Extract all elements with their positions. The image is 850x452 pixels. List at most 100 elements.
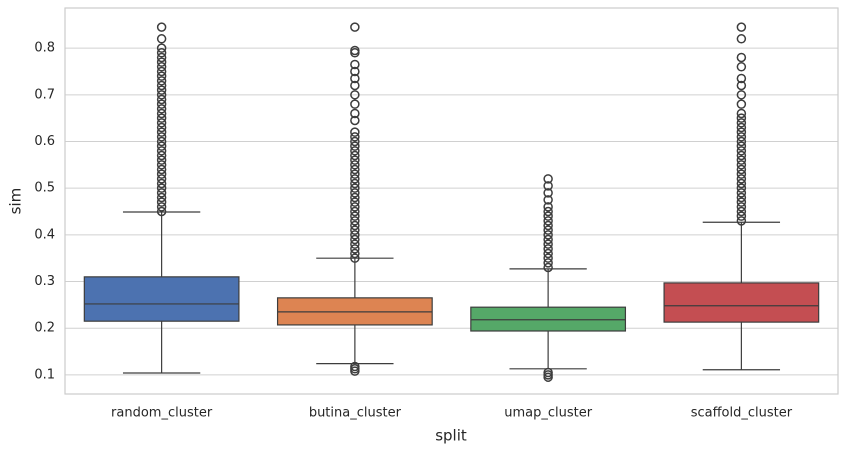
outlier [543, 195, 553, 205]
outlier [543, 174, 553, 184]
outlier [736, 146, 747, 156]
outlier [736, 52, 747, 63]
box [663, 282, 820, 323]
x-axis-label: split [435, 427, 467, 445]
outlier [350, 178, 360, 189]
y-tick-label: 0.4 [34, 227, 55, 242]
outlier [350, 146, 360, 156]
outlier [350, 216, 360, 226]
outlier [156, 85, 167, 95]
outlier [156, 132, 167, 142]
outlier [156, 108, 167, 119]
outlier [350, 239, 360, 249]
outlier [736, 164, 747, 175]
outlier [156, 178, 167, 189]
outlier [736, 113, 747, 123]
outlier [736, 73, 747, 84]
outlier [350, 169, 360, 179]
outlier [156, 174, 167, 184]
plot-frame [64, 7, 839, 395]
outlier [736, 202, 747, 212]
outlier [350, 132, 360, 142]
outlier [543, 230, 553, 240]
outlier [156, 57, 167, 67]
outlier [543, 202, 553, 212]
outlier [350, 45, 360, 56]
outlier [736, 132, 747, 142]
outlier [156, 206, 167, 217]
box [470, 306, 627, 332]
outlier [350, 59, 360, 70]
outlier [350, 225, 360, 235]
outlier [350, 206, 360, 217]
outlier [736, 99, 747, 109]
outlier [156, 192, 167, 203]
outlier [156, 202, 167, 212]
y-tick-label: 0.1 [34, 367, 55, 382]
outlier [543, 248, 553, 259]
outlier [736, 22, 747, 32]
y-tick-label: 0.3 [34, 274, 55, 289]
outlier [350, 66, 360, 77]
outlier [350, 141, 360, 151]
outlier [350, 136, 360, 147]
outlier [543, 239, 553, 249]
outlier [350, 230, 360, 240]
outlier [736, 155, 747, 165]
outlier [736, 174, 747, 184]
outlier [156, 188, 167, 198]
outlier [350, 192, 360, 203]
outlier [156, 113, 167, 123]
outlier [156, 146, 167, 156]
outlier [736, 108, 747, 119]
outlier [543, 234, 553, 245]
outlier [736, 90, 747, 100]
outlier [350, 174, 360, 184]
outlier [350, 22, 360, 32]
outlier [736, 127, 747, 137]
outlier [543, 216, 553, 226]
outlier [350, 80, 360, 91]
x-tick-label: butina_cluster [309, 406, 402, 421]
outlier [543, 211, 553, 221]
outlier [350, 244, 360, 254]
outlier [543, 206, 553, 217]
outlier [350, 73, 360, 84]
outlier [736, 197, 747, 207]
outlier [156, 136, 167, 147]
outlier [736, 62, 747, 72]
outlier [736, 206, 747, 217]
outlier [350, 234, 360, 245]
outlier [736, 122, 747, 133]
outlier [736, 188, 747, 198]
outlier [736, 141, 747, 151]
outlier [350, 99, 360, 109]
outlier [543, 253, 553, 263]
outlier [156, 169, 167, 179]
y-tick-label: 0.8 [34, 41, 55, 56]
outlier [350, 108, 360, 119]
outlier [736, 118, 747, 128]
outlier [736, 216, 747, 226]
box [83, 276, 240, 322]
outlier [736, 178, 747, 189]
outlier [156, 71, 167, 81]
outlier [156, 122, 167, 133]
outlier [156, 197, 167, 207]
outlier [543, 262, 553, 273]
outlier [350, 220, 360, 231]
outlier [736, 150, 747, 161]
outlier [156, 141, 167, 151]
outlier [350, 202, 360, 212]
outlier [350, 164, 360, 175]
outlier [156, 164, 167, 175]
outlier [350, 155, 360, 165]
outlier [543, 244, 553, 254]
outlier [156, 66, 167, 77]
outlier [350, 197, 360, 207]
outlier [156, 34, 167, 44]
outlier [543, 367, 553, 378]
y-axis-label: sim [7, 188, 25, 215]
outlier [156, 183, 167, 193]
outlier [156, 62, 167, 72]
